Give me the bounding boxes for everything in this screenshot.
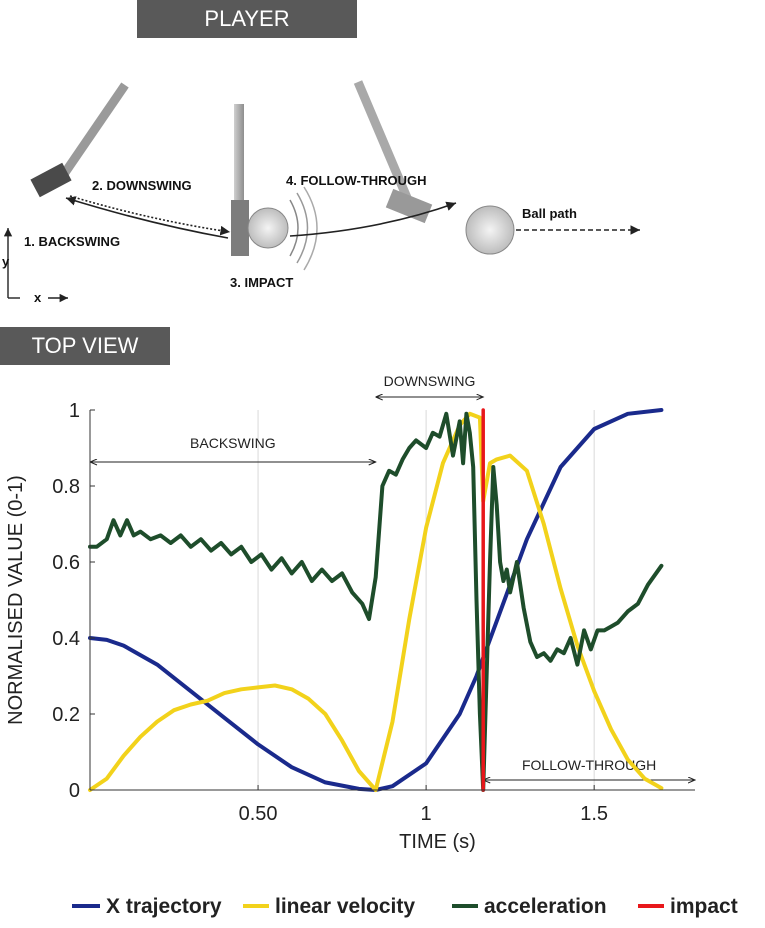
swing-illustration: 1. BACKSWING 2. DOWNSWING 3. IMPACT 4. F… bbox=[2, 80, 640, 305]
series-line bbox=[88, 408, 664, 792]
x-axis-label: TIME (s) bbox=[399, 831, 476, 853]
y-tick-label: 0.2 bbox=[52, 704, 80, 726]
club-backswing bbox=[30, 82, 129, 198]
y-tick-label: 0.8 bbox=[52, 476, 80, 498]
phase-label: FOLLOW-THROUGH bbox=[522, 757, 656, 773]
label-follow-through: 4. FOLLOW-THROUGH bbox=[286, 173, 427, 188]
backswing-arrow bbox=[65, 196, 229, 239]
label-impact: 3. IMPACT bbox=[230, 275, 293, 290]
label-downswing: 2. DOWNSWING bbox=[92, 178, 192, 193]
y-axis-label: NORMALISED VALUE (0-1) bbox=[5, 475, 27, 725]
legend-label: linear velocity bbox=[275, 895, 415, 918]
x-tick-label: 1.5 bbox=[580, 803, 608, 825]
downswing-arrow bbox=[69, 195, 231, 236]
player-banner: PLAYER bbox=[137, 0, 357, 38]
axis-indicator: y x bbox=[2, 228, 68, 305]
ball-path-ball bbox=[465, 205, 515, 255]
legend-label: X trajectory bbox=[106, 895, 222, 918]
follow-through-arrow bbox=[289, 201, 457, 237]
y-tick-label: 0.6 bbox=[52, 552, 80, 574]
ball-impact bbox=[247, 186, 318, 271]
y-tick-label: 1 bbox=[69, 400, 80, 422]
phase-label: DOWNSWING bbox=[384, 373, 476, 389]
phase-layer: BACKSWING DOWNSWING FOLLOW-THROUGH bbox=[90, 373, 695, 780]
series-line bbox=[88, 411, 664, 792]
label-ball-path: Ball path bbox=[522, 206, 577, 221]
y-tick-label: 0.4 bbox=[52, 628, 80, 650]
y-tick-label: 0 bbox=[69, 780, 80, 802]
normalised-value-chart: BACKSWING DOWNSWING FOLLOW-THROUGH 0 0.2 0.4… bbox=[5, 373, 738, 918]
series-line bbox=[88, 411, 664, 792]
top-view-banner: TOP VIEW bbox=[0, 327, 170, 365]
series-layer bbox=[88, 408, 664, 792]
club-impact bbox=[231, 104, 249, 256]
x-tick-label: 1 bbox=[421, 803, 432, 825]
label-backswing: 1. BACKSWING bbox=[24, 234, 120, 249]
phase-label: BACKSWING bbox=[190, 435, 276, 451]
axis-layer: 0 0.2 0.4 0.6 0.8 1 0.50 1 1.5 TIME (s) NORMALISED… bbox=[5, 400, 695, 853]
legend-label: acceleration bbox=[484, 895, 607, 918]
axis-y-label: y bbox=[2, 254, 10, 269]
legend-layer: X trajectory linear velocity acceleration i… bbox=[72, 895, 738, 918]
grid-layer bbox=[257, 410, 595, 790]
x-tick-label: 0.50 bbox=[239, 803, 278, 825]
legend-label: impact bbox=[670, 895, 738, 918]
club-follow-through bbox=[353, 80, 433, 224]
axis-x-label: x bbox=[34, 290, 42, 305]
